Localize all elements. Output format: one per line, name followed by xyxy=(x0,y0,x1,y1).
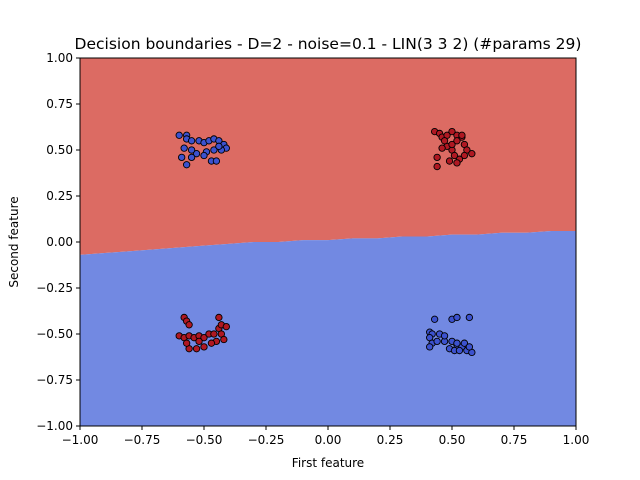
x-tick-label: 1.00 xyxy=(563,433,590,447)
data-point-series0-23 xyxy=(215,142,223,150)
data-point-series1-46 xyxy=(195,337,203,346)
x-tick-label: 0.25 xyxy=(377,433,404,447)
data-point-series0-45 xyxy=(453,313,461,322)
chart-title: Decision boundaries - D=2 - noise=0.1 - … xyxy=(75,35,582,53)
data-point-series0-17 xyxy=(178,153,186,162)
data-point-series1-12 xyxy=(453,159,461,167)
data-point-series0-18 xyxy=(187,153,196,162)
data-point-series1-20 xyxy=(453,137,461,145)
data-point-series1-37 xyxy=(222,322,230,331)
y-tick-label: 0.00 xyxy=(46,235,73,249)
data-point-series0-37 xyxy=(460,339,469,347)
data-point-series0-12 xyxy=(210,146,218,154)
data-point-series1-45 xyxy=(182,339,191,347)
data-point-series0-3 xyxy=(187,137,196,145)
data-point-series0-15 xyxy=(187,146,196,154)
data-point-series0-43 xyxy=(430,315,439,323)
data-point-series1-39 xyxy=(220,335,228,344)
data-point-series0-29 xyxy=(426,343,434,351)
data-point-series0-47 xyxy=(453,339,461,347)
data-point-series1-19 xyxy=(448,140,456,149)
y-tick-label: −1.00 xyxy=(36,419,73,433)
data-point-series0-22 xyxy=(182,161,191,169)
data-point-series0-16 xyxy=(180,144,188,152)
data-point-series1-34 xyxy=(210,330,218,338)
y-axis: −1.00 −0.75 −0.50 −0.25 0.00 0.25 0.50 0.75 1.00 xyxy=(36,51,80,433)
x-axis: −1.00 −0.75 −0.50 −0.25 0.00 0.25 0.50 0.75 1.00 xyxy=(62,426,590,447)
data-point-series0-41 xyxy=(455,346,464,355)
x-tick-label: −1.00 xyxy=(62,433,99,447)
data-point-series0-46 xyxy=(465,313,474,322)
x-axis-label: First feature xyxy=(292,456,364,470)
data-point-series1-42 xyxy=(200,343,208,351)
data-point-series1-43 xyxy=(192,345,201,353)
x-tick-label: −0.75 xyxy=(124,433,161,447)
data-point-series0-14 xyxy=(192,150,201,158)
y-tick-label: 0.50 xyxy=(46,143,73,157)
data-point-series1-23 xyxy=(445,157,454,165)
data-point-series1-4 xyxy=(448,127,456,136)
y-tick-label: −0.75 xyxy=(36,373,73,387)
y-tick-label: 1.00 xyxy=(46,51,73,65)
x-tick-label: −0.25 xyxy=(248,433,285,447)
data-point-series0-42 xyxy=(440,332,449,340)
x-tick-label: 0.75 xyxy=(501,433,528,447)
y-tick-label: 0.25 xyxy=(46,189,73,203)
y-tick-label: −0.25 xyxy=(36,281,73,295)
data-point-series0-19 xyxy=(200,151,208,160)
data-point-series1-16 xyxy=(433,153,441,162)
data-points xyxy=(175,127,476,357)
data-point-series1-41 xyxy=(207,339,216,347)
data-point-series1-17 xyxy=(433,162,441,171)
upper-decision-region xyxy=(80,58,576,255)
data-point-series0-30 xyxy=(433,337,441,346)
x-tick-label: 0.00 xyxy=(315,433,342,447)
x-tick-label: −0.50 xyxy=(186,433,223,447)
data-point-series1-9 xyxy=(468,150,476,158)
data-point-series0-21 xyxy=(212,157,221,165)
data-point-series1-22 xyxy=(450,151,459,160)
data-point-series1-47 xyxy=(215,313,223,322)
lower-decision-region xyxy=(80,230,576,426)
data-point-series1-18 xyxy=(440,137,449,145)
data-point-series1-21 xyxy=(458,131,466,139)
y-axis-label: Second feature xyxy=(7,196,21,287)
data-point-series1-26 xyxy=(185,321,193,329)
data-point-series0-0 xyxy=(175,131,183,139)
data-point-series1-10 xyxy=(460,151,469,160)
data-point-series1-32 xyxy=(200,334,208,342)
x-tick-label: 0.50 xyxy=(439,433,466,447)
y-tick-label: −0.50 xyxy=(36,327,73,341)
y-tick-label: 0.75 xyxy=(46,97,73,111)
data-point-series0-38 xyxy=(465,343,474,351)
data-point-series1-15 xyxy=(438,144,446,152)
plot-area xyxy=(79,57,577,427)
